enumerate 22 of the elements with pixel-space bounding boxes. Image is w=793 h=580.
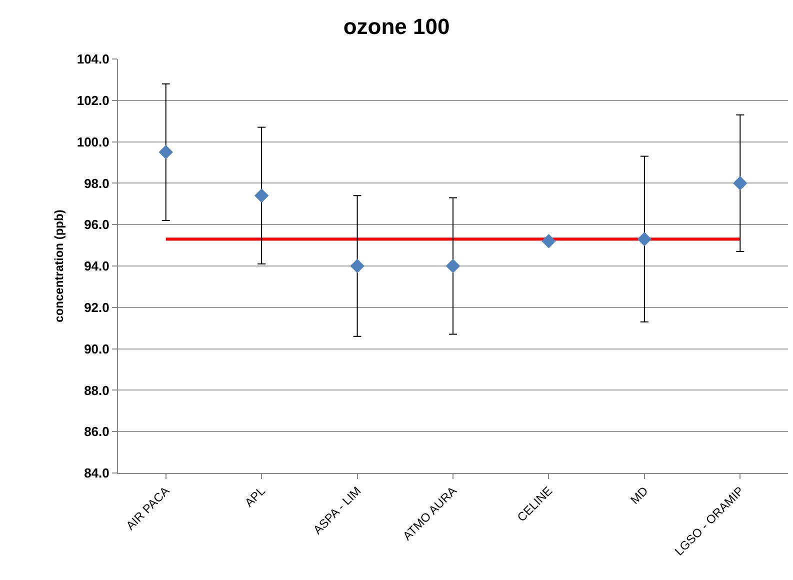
y-tick-label: 90.0 xyxy=(84,341,110,356)
point xyxy=(637,232,652,246)
y-tick-label: 100.0 xyxy=(76,134,110,150)
y-tick-label: 102.0 xyxy=(76,92,110,108)
y-tick-label: 94.0 xyxy=(84,258,110,274)
y-tick-label: 88.0 xyxy=(84,382,110,398)
point xyxy=(158,145,174,160)
point xyxy=(350,258,364,274)
y-tick-label: 104.0 xyxy=(76,52,110,67)
point xyxy=(254,188,269,203)
y-tick-label: 92.0 xyxy=(84,300,110,315)
point xyxy=(542,234,556,248)
y-tick-label: 98.0 xyxy=(84,176,110,191)
y-tick-label: 86.0 xyxy=(84,424,110,440)
point xyxy=(446,258,460,274)
y-axis-title: concentration (ppb) xyxy=(52,210,66,322)
y-tick-label: 84.0 xyxy=(84,466,110,481)
y-tick-label: 96.0 xyxy=(84,217,110,232)
chart-title: ozone 100 xyxy=(343,14,450,39)
x-tick-label: APL xyxy=(242,484,268,510)
point xyxy=(732,176,748,190)
x-tick-label: MD xyxy=(628,484,652,507)
